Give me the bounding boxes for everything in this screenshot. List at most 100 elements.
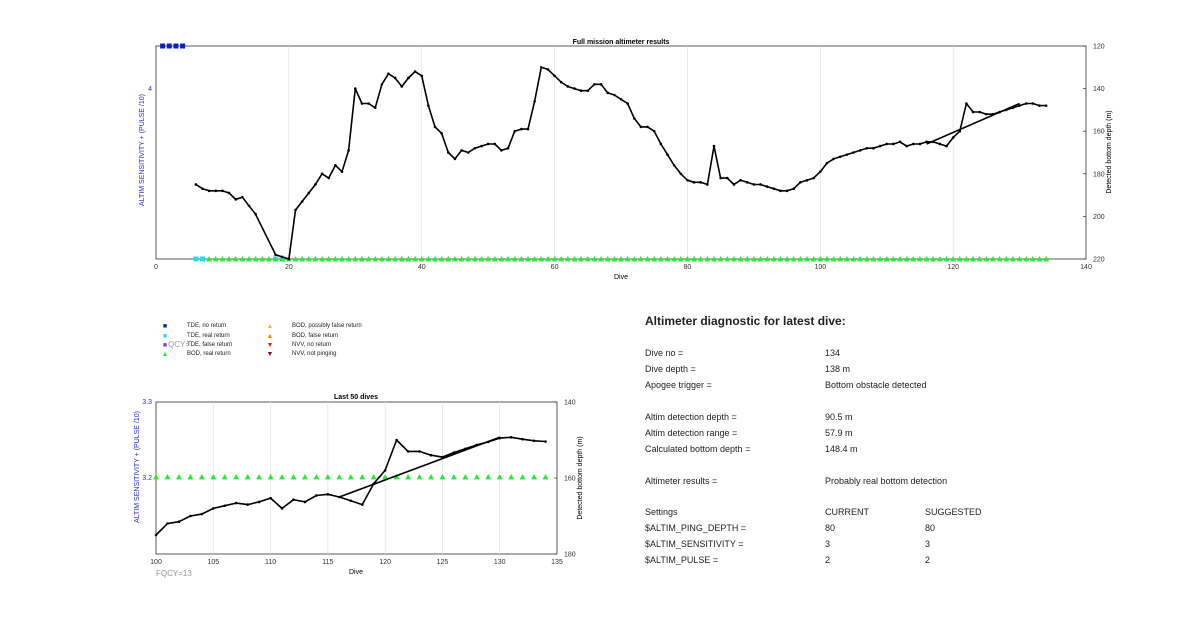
depth-point [765,185,769,188]
depth-point [393,76,397,80]
bod-real-return-marker [265,256,272,262]
depth-point [898,140,902,144]
depth-point [440,132,443,135]
bod-real-return-marker [724,256,731,262]
depth-point [380,83,384,86]
bod-real-return-marker [744,256,751,262]
y-tick-label: 180 [564,552,576,559]
bod-real-return-marker [352,256,359,262]
bod-real-return-marker [963,256,970,262]
depth-point [453,157,457,161]
depth-point [460,149,463,152]
bod-real-return-marker [558,256,565,262]
depth-point [544,440,547,443]
depth-point [1038,104,1041,107]
bod-real-return-marker [511,256,518,262]
depth-point [885,142,889,146]
bod-real-return-marker [930,256,937,262]
depth-point [965,102,968,105]
depth-point [506,146,510,150]
bod-real-return-marker [916,256,923,262]
bod-real-return-marker [883,256,890,262]
main-chart-frame [155,45,1087,260]
bod-real-return-marker [750,256,757,262]
depth-point [706,183,709,186]
dive-no-label: Dive no = [645,348,684,358]
depth-point [951,136,955,139]
bod-real-return-marker [432,256,438,262]
depth-point [573,87,576,90]
bod-real-return-marker [897,256,903,262]
sensitivity-label: $ALTIM_SENSITIVITY = [645,539,744,549]
depth-point [269,496,272,500]
legend-marker-icon: ■ [162,342,168,349]
bod-real-return-marker [996,256,1003,262]
ping-depth-label: $ALTIM_PING_DEPTH = [645,523,747,533]
x-tick-label: 120 [947,264,959,271]
legend-marker-icon: ▲ [266,333,274,340]
depth-point [307,191,311,195]
bod-real-return-marker [239,256,246,262]
bod-real-return-marker [1043,256,1050,262]
pulse-label: $ALTIM_PULSE = [645,555,719,565]
bod-real-return-marker [359,474,366,480]
ping-depth-suggested: 80 [925,523,936,533]
x-tick-label: 115 [322,559,333,566]
small-left-tick-top: 3.3 [142,399,152,406]
y-tick-label: 220 [1093,257,1105,264]
depth-point [207,189,211,193]
bod-real-return-marker [301,474,308,480]
depth-point [315,494,318,497]
bod-real-return-marker [478,256,485,262]
depth-point [719,176,722,180]
bod-real-return-marker [233,474,240,480]
depth-point [347,149,350,152]
bod-real-return-marker [551,256,558,262]
bod-real-return-marker [175,474,182,480]
bod-real-return-marker [604,256,611,262]
depth-point [349,499,353,503]
detection-depth-value: 90.5 m [825,412,853,422]
depth-point [294,208,297,212]
depth-point [367,102,370,105]
depth-point [241,195,244,199]
small-left-tick-mid: 3.2 [142,475,152,482]
legend-marker-icon: ▲ [161,351,169,358]
pulse-suggested: 2 [925,555,931,565]
fqcy-label: FQCY=13 [156,569,192,578]
sensitivity-suggested: 3 [925,539,931,549]
ping-depth-current: 80 [825,523,836,533]
depth-point [300,200,304,203]
depth-point [211,507,215,510]
depth-point [918,142,922,146]
tde-real-return-marker [200,256,205,262]
depth-point [287,257,291,261]
bod-real-return-marker [498,256,505,262]
depth-point [383,469,387,472]
bod-real-return-marker [830,256,837,262]
bod-real-return-marker [664,256,671,262]
bod-real-return-marker [624,256,631,262]
bod-real-return-marker [319,256,326,262]
bod-real-return-marker [850,256,857,262]
depth-point [314,183,317,186]
depth-point [521,437,524,441]
bod-real-return-marker [439,474,446,480]
depth-point [785,189,789,193]
x-tick-label: 0 [154,264,158,271]
x-tick-label: 125 [437,559,449,566]
legend-label: TDE, no return [187,323,227,329]
depth-point [732,183,736,186]
bod-real-return-marker [221,474,228,480]
bod-real-return-marker [358,256,365,262]
bod-real-return-marker [976,256,983,262]
dive-no-value: 134 [825,348,841,358]
bod-real-return-marker [378,256,385,262]
current-header: CURRENT [825,507,869,517]
depth-point [559,80,563,84]
main-left-tick-label: 4 [148,86,152,93]
bod-real-return-marker [936,256,943,262]
bod-real-return-marker [212,256,219,262]
depth-point [280,507,284,510]
